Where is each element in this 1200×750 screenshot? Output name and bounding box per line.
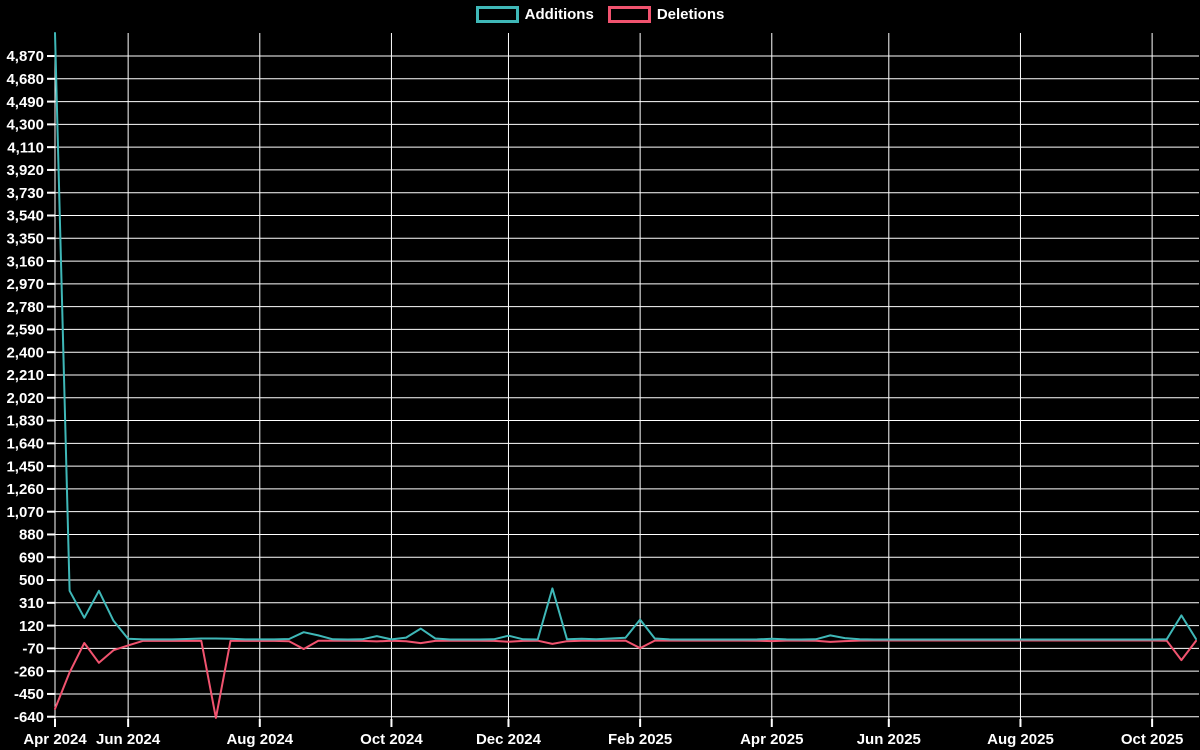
x-tick-label: Oct 2025 [1121, 731, 1184, 748]
y-tick-label: -260 [14, 663, 44, 680]
y-tick-label: -450 [14, 686, 44, 703]
legend-item-additions: Additions [475, 6, 594, 23]
y-tick-label: 4,680 [6, 71, 44, 88]
legend-swatch-deletions [607, 6, 651, 23]
x-tick-label: Aug 2025 [987, 731, 1054, 748]
y-tick-label: 120 [19, 618, 44, 635]
y-tick-label: 3,540 [6, 208, 44, 225]
x-tick-label: Jun 2024 [96, 731, 161, 748]
y-tick-label: 3,730 [6, 185, 44, 202]
y-tick-label: 4,490 [6, 94, 44, 111]
legend-item-deletions: Deletions [607, 6, 725, 23]
x-grid: Apr 2024 Jun 2024 Aug 2024 Oct 2024 Dec 2024… [23, 33, 1183, 748]
x-tick-label: Jun 2025 [857, 731, 921, 748]
y-tick-label: 2,400 [6, 344, 44, 361]
x-tick-label: Apr 2025 [740, 731, 803, 748]
y-grid: -640 -450 -260 -70 120 310 500 690 880 1,070 1,260… [6, 48, 1199, 726]
x-tick-label: Oct 2024 [360, 731, 423, 748]
y-tick-label: 3,920 [6, 162, 44, 179]
y-tick-label: -70 [22, 641, 44, 658]
x-tick-label: Feb 2025 [608, 731, 672, 748]
y-tick-label: 1,260 [6, 481, 44, 498]
y-tick-label: 3,160 [6, 253, 44, 270]
y-tick-label: 880 [19, 527, 44, 544]
chart-legend: Additions Deletions [0, 6, 1200, 23]
legend-swatch-additions [475, 6, 519, 23]
y-tick-label: 690 [19, 549, 44, 566]
x-tick-label: Apr 2024 [23, 731, 87, 748]
legend-label-deletions: Deletions [656, 6, 725, 23]
y-tick-label: 500 [19, 572, 44, 589]
y-tick-label: 310 [19, 595, 44, 612]
y-tick-label: 1,830 [6, 413, 44, 430]
additions-line [54, 32, 1197, 641]
y-tick-label: 1,450 [6, 458, 44, 475]
y-tick-label: 1,640 [6, 436, 44, 453]
x-tick-label: Aug 2024 [226, 731, 293, 748]
y-tick-label: 2,970 [6, 276, 44, 293]
y-tick-label: -640 [14, 709, 44, 726]
x-tick-label: Dec 2024 [476, 731, 542, 748]
y-tick-label: 1,070 [6, 504, 44, 521]
y-tick-label: 2,590 [6, 322, 44, 339]
y-tick-label: 4,870 [6, 48, 44, 65]
legend-label-additions: Additions [524, 6, 594, 23]
deletions-line [54, 639, 1197, 719]
y-tick-label: 2,780 [6, 299, 44, 316]
y-tick-label: 3,350 [6, 230, 44, 247]
y-tick-label: 2,210 [6, 367, 44, 384]
y-tick-label: 2,020 [6, 390, 44, 407]
y-tick-label: 4,300 [6, 117, 44, 134]
y-tick-label: 4,110 [7, 139, 44, 156]
